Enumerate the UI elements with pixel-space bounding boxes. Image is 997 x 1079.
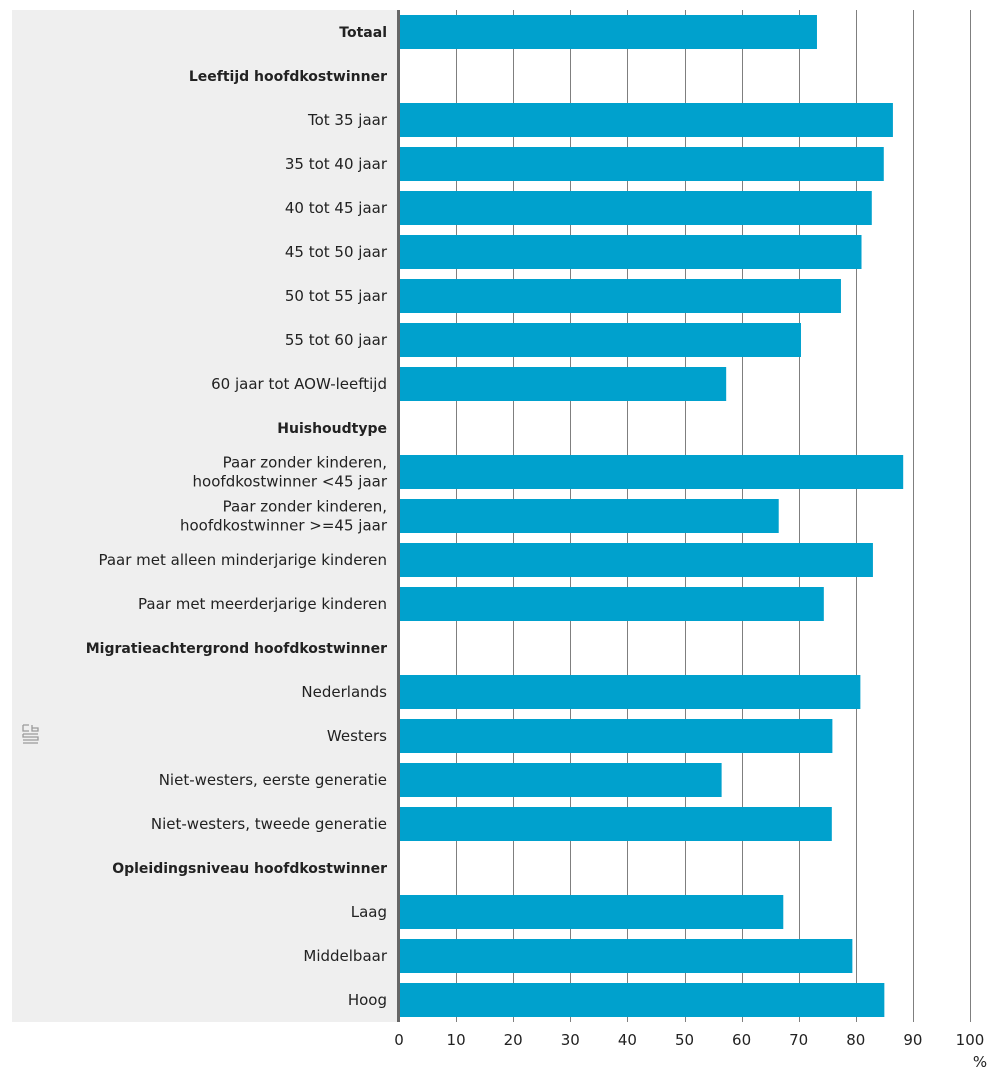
bars [399, 15, 904, 1017]
cbs-logo-icon [22, 724, 39, 744]
bar [399, 191, 872, 225]
x-tick-label: 40 [618, 1031, 637, 1049]
bar [399, 455, 904, 489]
bar [399, 587, 824, 621]
x-tick-label: 90 [903, 1031, 922, 1049]
bar [399, 983, 885, 1017]
x-tick-label: 50 [675, 1031, 694, 1049]
category-label: Nederlands [301, 683, 387, 701]
bar [399, 719, 833, 753]
bar [399, 807, 832, 841]
category-label: 45 tot 50 jaar [285, 243, 388, 261]
x-tick-label: 100 [956, 1031, 985, 1049]
category-label: Niet-westers, tweede generatie [151, 815, 387, 833]
category-label: Paar met meerderjarige kinderen [138, 595, 387, 613]
bar [399, 147, 884, 181]
bar [399, 323, 801, 357]
category-label: Hoog [348, 991, 387, 1009]
x-tick-labels: 0 10 20 30 40 50 60 70 80 90 100 [394, 1031, 984, 1049]
category-label: Tot 35 jaar [307, 111, 388, 129]
category-label: Paar met alleen minderjarige kinderen [98, 551, 387, 569]
category-label: 60 jaar tot AOW-leeftijd [211, 375, 387, 393]
category-label: Laag [351, 903, 387, 921]
category-label: Middelbaar [303, 947, 387, 965]
bar [399, 499, 779, 533]
bar [399, 675, 861, 709]
label-panel [12, 10, 398, 1022]
category-label: 35 tot 40 jaar [285, 155, 388, 173]
bar [399, 15, 817, 49]
group-heading-label: Migratieachtergrond hoofdkostwinner [86, 641, 387, 657]
group-heading-label: Huishoudtype [277, 421, 387, 437]
x-tick-label: 30 [561, 1031, 580, 1049]
group-heading-label: Totaal [339, 25, 387, 41]
x-tick-label: 10 [447, 1031, 466, 1049]
category-label: 50 tot 55 jaar [285, 287, 388, 305]
category-label: 55 tot 60 jaar [285, 331, 388, 349]
category-labels: Totaal Leeftijd hoofdkostwinner Tot 35 jaa… [86, 25, 388, 1009]
bar [399, 235, 862, 269]
category-label: Niet-westers, eerste generatie [159, 771, 387, 789]
bar [399, 367, 727, 401]
category-label: Paar zonder kinderen, hoofdkostwinner <45… [193, 454, 388, 491]
category-label: 40 tot 45 jaar [285, 199, 388, 217]
x-tick-label: 80 [846, 1031, 865, 1049]
bar [399, 763, 722, 797]
x-tick-label: 20 [504, 1031, 523, 1049]
x-axis-unit-label: % [973, 1053, 987, 1071]
group-heading-label: Leeftijd hoofdkostwinner [189, 69, 387, 85]
x-tick-label: 60 [732, 1031, 751, 1049]
bar [399, 543, 873, 577]
category-label: Westers [327, 727, 387, 745]
bar [399, 279, 841, 313]
x-tick-label: 70 [789, 1031, 808, 1049]
bar [399, 895, 784, 929]
bar [399, 103, 893, 137]
bar [399, 939, 853, 973]
x-tick-label: 0 [394, 1031, 404, 1049]
category-label: Paar zonder kinderen, hoofdkostwinner >=4… [180, 498, 388, 535]
group-heading-label: Opleidingsniveau hoofdkostwinner [112, 861, 387, 877]
